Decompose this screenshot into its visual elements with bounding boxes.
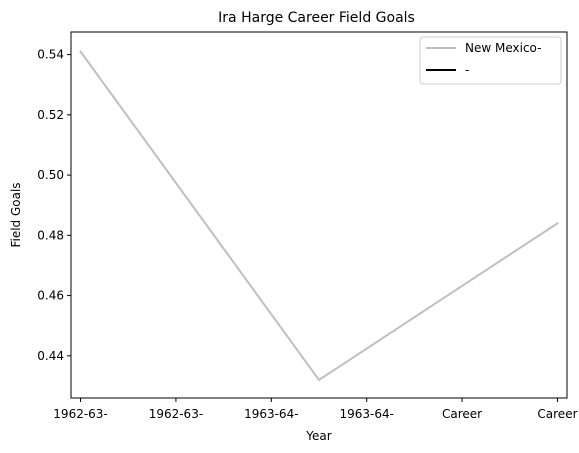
series-layer [79, 50, 559, 381]
y-tick-label: 0.48 [37, 228, 64, 242]
y-tick-label: 0.52 [37, 108, 64, 122]
y-tick-label: 0.54 [37, 48, 64, 62]
y-tick-label: 0.44 [37, 349, 64, 363]
x-tick-label: 1963-64- [244, 407, 298, 421]
series-line-0 [79, 50, 559, 381]
legend-label-dash: - [465, 63, 469, 77]
y-tick-label: 0.46 [37, 289, 64, 303]
x-tick-label: 1962-63- [53, 407, 107, 421]
x-tick-label: Career [537, 407, 577, 421]
plot-frame [70, 31, 568, 399]
y-axis-label: Field Goals [9, 182, 23, 247]
x-axis-ticks: 1962-63- 1962-63- 1963-64- 1963-64- Career Ca… [53, 398, 578, 421]
x-tick-label: Career [442, 407, 482, 421]
x-axis-label: Year [305, 429, 331, 443]
chart-title: Ira Harge Career Field Goals [218, 10, 415, 26]
y-axis-ticks: 0.44 0.46 0.48 0.50 0.52 0.54 [37, 48, 71, 363]
y-tick-label: 0.50 [37, 168, 64, 182]
x-tick-label: 1962-63- [149, 407, 203, 421]
x-tick-label: 1963-64- [339, 407, 393, 421]
legend-label-new-mexico: New Mexico- [465, 41, 541, 55]
legend: New Mexico- - [419, 36, 562, 85]
